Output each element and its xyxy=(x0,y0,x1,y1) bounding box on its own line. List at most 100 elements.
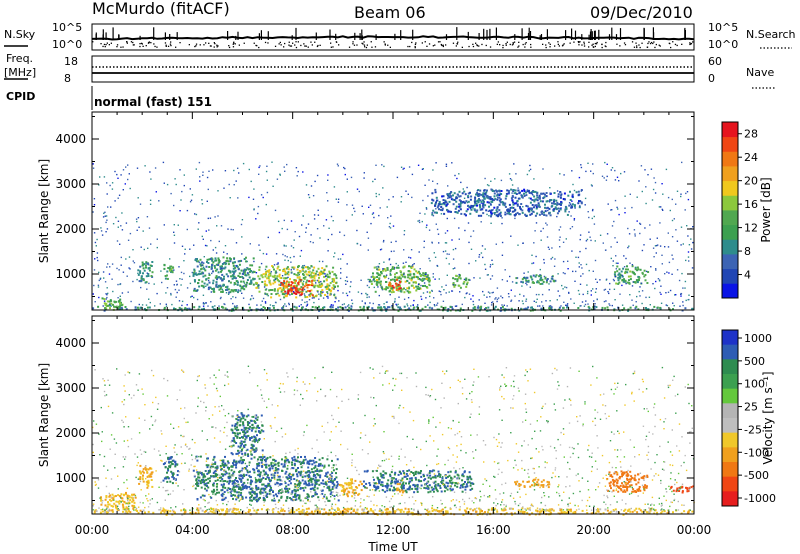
power-echo-region xyxy=(137,261,154,284)
velocity-colorbar: 1000 500 100 25 -25 -100 -500 -1000 xyxy=(721,329,776,507)
velocity-colorbar-swatch xyxy=(722,432,738,448)
power-colorbar-swatch xyxy=(722,122,738,138)
power-echo-region xyxy=(163,263,175,280)
velocity-colorbar-swatch xyxy=(722,462,738,478)
power-ytick-label: 2000 xyxy=(55,222,86,236)
power-colorbar-swatch xyxy=(722,151,738,167)
power-echo-region xyxy=(388,278,402,291)
time-xtick-label: 08:00 xyxy=(275,523,310,537)
velocity-colorbar-swatch xyxy=(722,418,738,434)
power-ytick-label: 3000 xyxy=(55,177,86,191)
velocity-colorbar-swatch xyxy=(722,476,738,492)
vel-echo-region xyxy=(362,469,475,494)
nave-tick-bottom: 0 xyxy=(708,72,715,85)
beam-title: Beam 06 xyxy=(354,3,426,22)
vel-ytick-label: 3000 xyxy=(55,381,86,395)
vel-echo-region xyxy=(670,485,695,494)
time-xtick-label: 20:00 xyxy=(576,523,611,537)
vel-echo-region xyxy=(192,455,340,503)
power-colorbar-swatch xyxy=(722,283,738,299)
nsky-tick-top: 10^5 xyxy=(52,21,82,34)
cpid-label: CPID xyxy=(6,90,35,103)
vel-echo-region xyxy=(338,478,363,498)
velocity-colorbar-swatch xyxy=(722,330,738,346)
velocity-heatmap: 1000 2000 3000 4000 00:00 04:00 08:00 12:00 16:… xyxy=(55,315,712,537)
power-echo-region xyxy=(452,274,470,289)
power-echo-region xyxy=(192,256,256,294)
velocity-colorbar-swatch xyxy=(722,491,738,507)
velocity-colorbar-tick: 25 xyxy=(744,401,758,414)
vel-echo-region xyxy=(162,456,179,485)
freq-tick-top: 18 xyxy=(64,55,78,68)
freq-panel xyxy=(91,55,695,83)
time-xtick-label: 04:00 xyxy=(175,523,210,537)
power-colorbar-swatch xyxy=(722,268,738,284)
freq-label: Freq. xyxy=(6,52,33,65)
velocity-colorbar-tick: 100 xyxy=(744,378,765,391)
velocity-colorbar-tick: -1000 xyxy=(744,492,776,505)
cpid-value: normal (fast) 151 xyxy=(94,95,212,109)
power-ytick-label: 4000 xyxy=(55,132,86,146)
velocity-colorbar-swatch xyxy=(722,403,738,419)
power-echo-region xyxy=(515,274,557,285)
time-xtick-label: 16:00 xyxy=(476,523,511,537)
velocity-colorbar-tick: -100 xyxy=(744,446,769,459)
nsearch-tick-top: 10^5 xyxy=(708,21,738,34)
power-colorbar-tick: 8 xyxy=(744,245,751,258)
power-colorbar-tick: 28 xyxy=(744,128,758,141)
nsky-tick-bottom: 10^0 xyxy=(52,38,82,51)
velocity-colorbar-swatch xyxy=(722,344,738,360)
nsearch-tick-bottom: 10^0 xyxy=(708,38,738,51)
power-echo-region xyxy=(430,188,583,218)
time-xtick-label: 00:00 xyxy=(677,523,712,537)
power-colorbar-swatch xyxy=(722,239,738,255)
vel-echo-region xyxy=(514,478,551,489)
freq-unit: [MHz] xyxy=(4,66,36,79)
freq-tick-bottom: 8 xyxy=(64,72,71,85)
power-colorbar-swatch xyxy=(722,166,738,182)
power-colorbar-tick: 4 xyxy=(744,269,751,282)
power-colorbar-swatch xyxy=(722,210,738,226)
power-colorbar: 4 8 12 16 20 24 28 xyxy=(721,121,758,299)
time-xtick-label: 12:00 xyxy=(376,523,411,537)
vel-echo-region xyxy=(396,483,405,494)
velocity-colorbar-swatch xyxy=(722,388,738,404)
vel-scatter-points xyxy=(92,365,695,511)
power-colorbar-tick: 20 xyxy=(744,175,758,188)
power-colorbar-swatch xyxy=(722,195,738,211)
power-colorbar-swatch xyxy=(722,224,738,240)
date-title: 09/Dec/2010 xyxy=(590,3,693,22)
velocity-colorbar-label: Velocity [m s⁻¹] xyxy=(761,371,775,464)
power-ylabel: Slant Range [km] xyxy=(37,159,51,263)
vel-echo-region xyxy=(138,464,154,489)
vel-ytick-label: 1000 xyxy=(55,471,86,485)
vel-ytick-label: 2000 xyxy=(55,426,86,440)
vel-ytick-label: 4000 xyxy=(55,336,86,350)
velocity-colorbar-tick: 1000 xyxy=(744,332,772,345)
nsky-label: N.Sky xyxy=(4,28,36,41)
power-colorbar-tick: 12 xyxy=(744,222,758,235)
velocity-colorbar-swatch xyxy=(722,447,738,463)
power-colorbar-tick: 16 xyxy=(744,198,758,211)
vel-echo-region xyxy=(606,470,649,493)
power-colorbar-label: Power [dB] xyxy=(759,177,773,242)
velocity-colorbar-tick: -500 xyxy=(744,469,769,482)
velocity-colorbar-tick: 500 xyxy=(744,355,765,368)
time-xlabel: Time UT xyxy=(367,540,418,554)
nsearch-label: N.Search xyxy=(746,28,796,41)
power-scatter-points xyxy=(92,161,694,307)
nave-label: Nave xyxy=(746,66,774,79)
nave-tick-top: 60 xyxy=(708,55,722,68)
power-echo-region xyxy=(613,265,650,285)
power-heatmap: 1000 2000 3000 4000 xyxy=(55,111,695,312)
velocity-colorbar-swatch xyxy=(722,359,738,375)
power-colorbar-swatch xyxy=(722,254,738,270)
power-echo-region xyxy=(280,279,314,297)
power-colorbar-swatch xyxy=(722,180,738,196)
velocity-ylabel: Slant Range [km] xyxy=(37,363,51,467)
velocity-colorbar-tick: -25 xyxy=(744,423,762,436)
velocity-colorbar-swatch xyxy=(722,374,738,390)
power-colorbar-tick: 24 xyxy=(744,151,758,164)
power-colorbar-swatch xyxy=(722,136,738,152)
